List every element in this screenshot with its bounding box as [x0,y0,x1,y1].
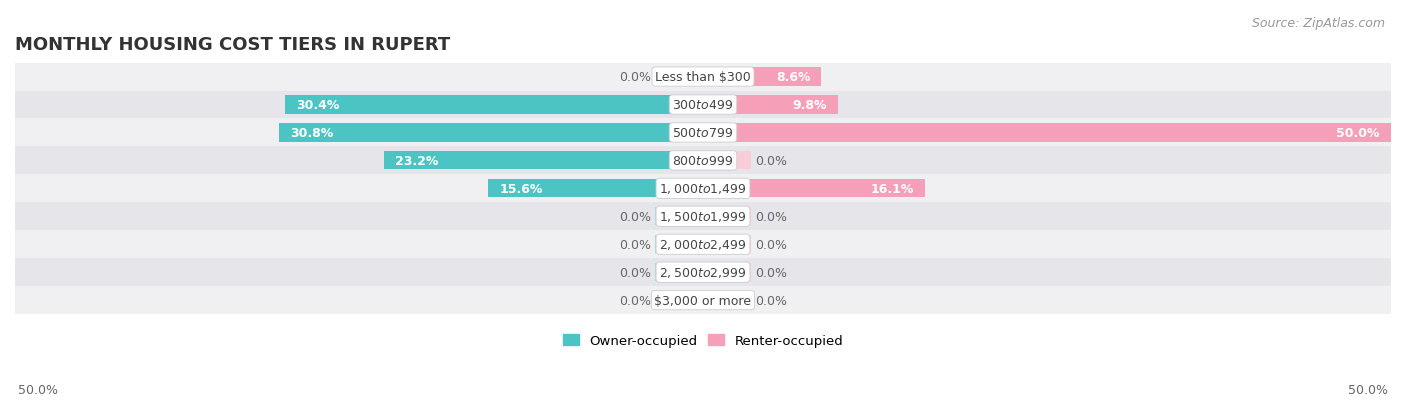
Text: $1,500 to $1,999: $1,500 to $1,999 [659,210,747,224]
Bar [15,119,1391,147]
Text: 0.0%: 0.0% [619,210,651,223]
Text: 0.0%: 0.0% [755,266,787,279]
Bar [655,235,703,254]
Bar [703,180,925,198]
Bar [384,152,703,170]
Text: $2,500 to $2,999: $2,500 to $2,999 [659,266,747,280]
Text: Less than $300: Less than $300 [655,71,751,84]
Bar [703,208,751,226]
Bar [703,124,1391,142]
Text: $2,000 to $2,499: $2,000 to $2,499 [659,237,747,252]
Text: 0.0%: 0.0% [619,294,651,307]
Text: 23.2%: 23.2% [395,154,439,168]
Text: 30.4%: 30.4% [295,99,339,112]
Text: 15.6%: 15.6% [499,183,543,195]
Text: 0.0%: 0.0% [619,238,651,251]
Text: $500 to $799: $500 to $799 [672,127,734,140]
Bar [703,68,821,86]
Bar [703,96,838,114]
Bar [280,124,703,142]
Text: 0.0%: 0.0% [755,154,787,168]
Bar [15,147,1391,175]
Bar [703,235,751,254]
Text: 8.6%: 8.6% [776,71,810,84]
Text: 16.1%: 16.1% [870,183,914,195]
Text: $1,000 to $1,499: $1,000 to $1,499 [659,182,747,196]
Text: 0.0%: 0.0% [755,210,787,223]
Text: 50.0%: 50.0% [1348,384,1388,396]
Bar [284,96,703,114]
Text: $300 to $499: $300 to $499 [672,99,734,112]
Bar [655,68,703,86]
Text: $800 to $999: $800 to $999 [672,154,734,168]
Bar [703,263,751,282]
Text: 0.0%: 0.0% [619,71,651,84]
Bar [655,208,703,226]
Bar [15,175,1391,203]
Text: 9.8%: 9.8% [793,99,827,112]
Text: 0.0%: 0.0% [755,294,787,307]
Bar [655,263,703,282]
Bar [488,180,703,198]
Bar [15,259,1391,287]
Text: MONTHLY HOUSING COST TIERS IN RUPERT: MONTHLY HOUSING COST TIERS IN RUPERT [15,36,450,54]
Bar [15,287,1391,314]
Bar [15,64,1391,91]
Bar [15,91,1391,119]
Text: 50.0%: 50.0% [1337,127,1381,140]
Bar [703,291,751,309]
Text: Source: ZipAtlas.com: Source: ZipAtlas.com [1251,17,1385,29]
Text: 0.0%: 0.0% [619,266,651,279]
Bar [15,231,1391,259]
Text: 50.0%: 50.0% [18,384,58,396]
Text: 0.0%: 0.0% [755,238,787,251]
Bar [15,203,1391,231]
Text: $3,000 or more: $3,000 or more [655,294,751,307]
Legend: Owner-occupied, Renter-occupied: Owner-occupied, Renter-occupied [558,330,848,353]
Bar [655,291,703,309]
Text: 30.8%: 30.8% [290,127,333,140]
Bar [703,152,751,170]
